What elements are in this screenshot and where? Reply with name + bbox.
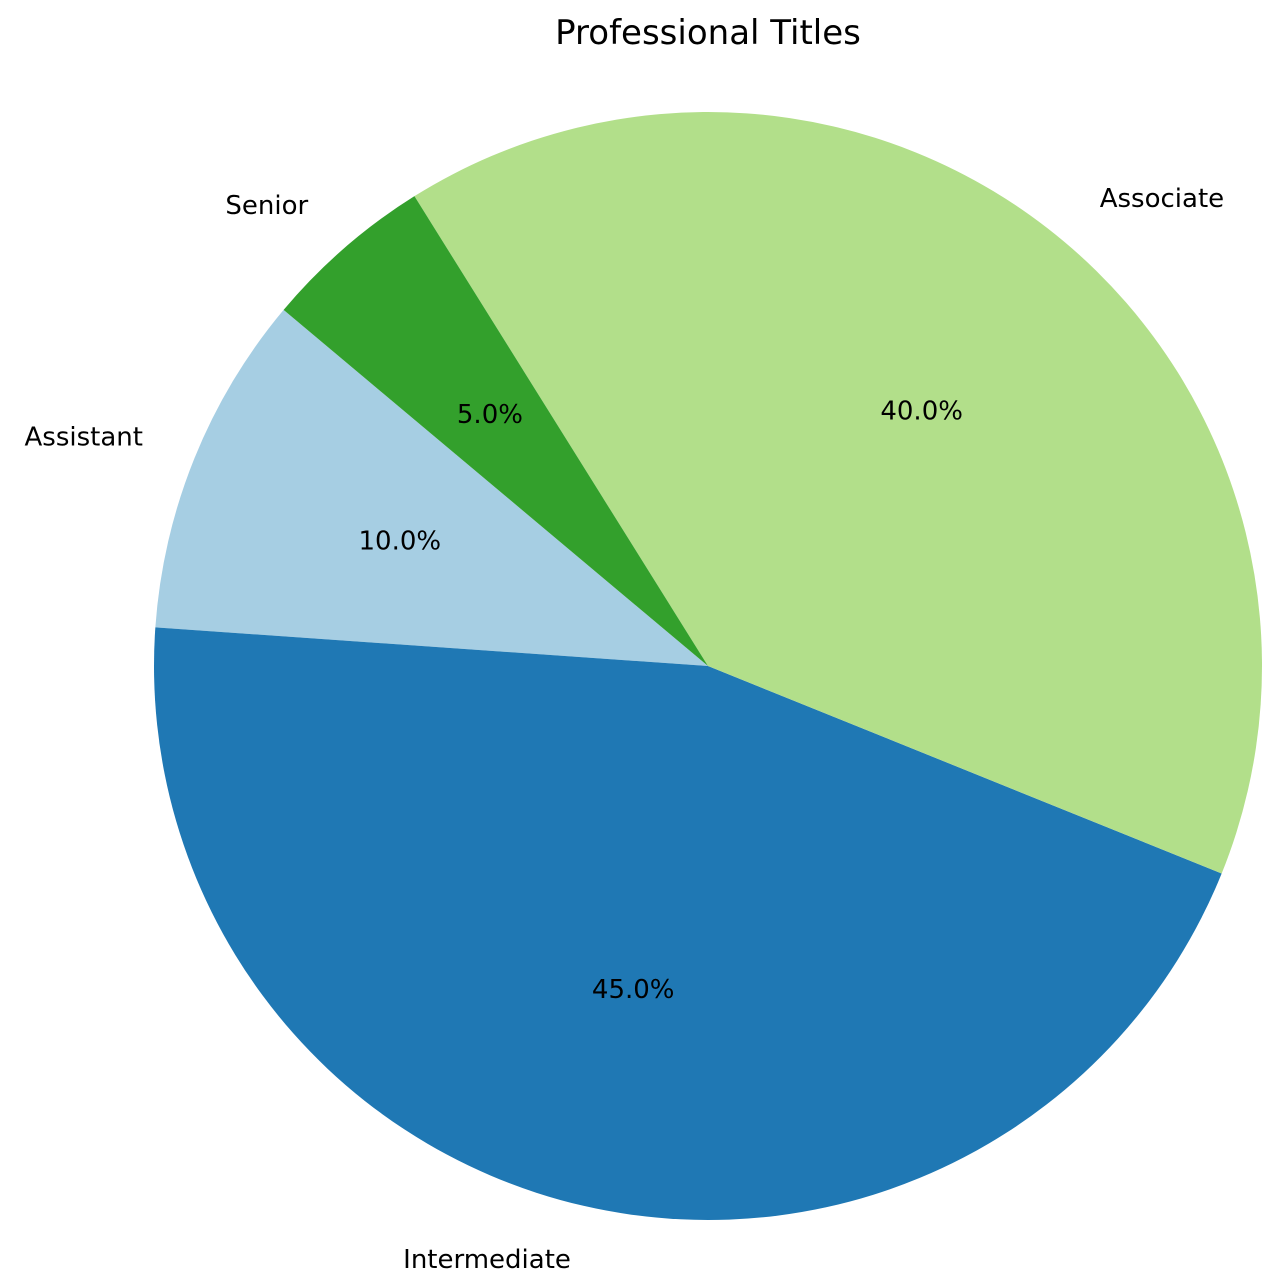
- slice-label-intermediate: Intermediate: [403, 1245, 571, 1275]
- chart-title: Professional Titles: [555, 13, 861, 53]
- slice-label-senior: Senior: [225, 191, 308, 221]
- percent-label-intermediate: 45.0%: [592, 975, 675, 1005]
- pie-slices: [154, 111, 1263, 1221]
- pie-slice-intermediate: [154, 627, 1222, 1221]
- percent-label-associate: 40.0%: [880, 396, 963, 426]
- pie-slice-associate: [414, 111, 1263, 874]
- slice-label-assistant: Assistant: [25, 423, 143, 453]
- pie-labels: Assistant 10.0% Intermediate 45.0% Associate…: [25, 184, 1225, 1275]
- pie-slice-senior: [283, 196, 708, 667]
- pie-slice-assistant: [155, 309, 709, 666]
- slice-label-associate: Associate: [1100, 184, 1224, 214]
- percent-label-assistant: 10.0%: [358, 526, 441, 556]
- percent-label-senior: 5.0%: [457, 400, 523, 430]
